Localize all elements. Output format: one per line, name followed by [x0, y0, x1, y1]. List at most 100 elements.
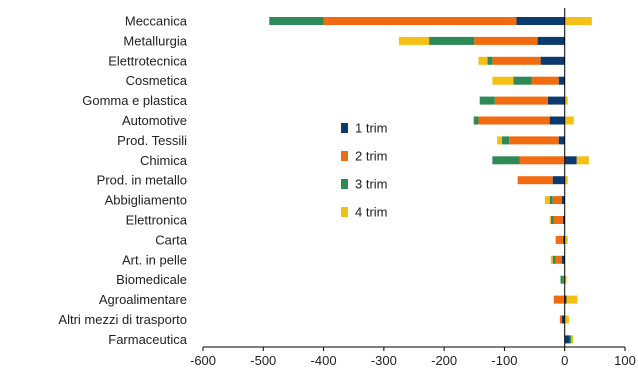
bar-segment-4 [566, 295, 578, 304]
bar-segment-1 [564, 156, 577, 165]
bar-segment-3 [269, 17, 324, 25]
bar-segment-3 [549, 196, 553, 205]
bars-group [269, 17, 592, 344]
category-label: Gomma e plastica [82, 93, 188, 108]
bar-segment-1 [537, 36, 565, 45]
bar-segment-1 [516, 17, 565, 25]
bar-segment-1 [562, 235, 565, 244]
bar-segment-4 [571, 335, 574, 344]
category-label: Automotive [122, 113, 187, 128]
bar-segment-2 [517, 176, 553, 185]
bar-segment-2 [474, 36, 538, 45]
bar-segment-4 [564, 315, 569, 324]
bar-segment-2 [555, 255, 562, 264]
legend-label: 4 trim [355, 205, 388, 220]
bar-segment-1 [558, 136, 565, 145]
category-label: Cosmetica [126, 73, 188, 88]
bar-segment-2 [552, 196, 562, 205]
x-tick-label: -600 [190, 353, 216, 368]
category-label: Farmaceutica [108, 332, 188, 347]
legend: 1 trim 2 trim 3 trim 4 trim [341, 121, 388, 220]
x-tick-label: 0 [561, 353, 568, 368]
bar-segment-3 [552, 255, 556, 264]
bar-segment-4 [398, 36, 430, 45]
bar-segment-2 [531, 76, 559, 85]
legend-label: 2 trim [355, 149, 388, 164]
legend-label: 3 trim [355, 177, 388, 192]
bar-segment-3 [550, 216, 554, 224]
bar-segment-2 [509, 136, 559, 145]
bar-segment-1 [562, 216, 565, 224]
bar-segment-2 [563, 275, 565, 284]
bar-segment-2 [478, 116, 550, 125]
bar-segment-3 [492, 156, 520, 165]
x-axis: -600 -500 -400 -300 -200 -100 0 100 [190, 346, 636, 368]
bar-segment-3 [479, 96, 495, 105]
bar-segment-2 [559, 315, 562, 324]
x-tick-label: -400 [311, 353, 337, 368]
bar-segment-1 [561, 315, 565, 324]
bar-segment-3 [429, 36, 475, 45]
category-label: Altri mezzi di trasporto [58, 312, 187, 327]
legend-swatch [341, 207, 348, 217]
bar-segment-4 [564, 96, 568, 105]
bar-segment-4 [564, 235, 568, 244]
legend-label: 1 trim [355, 121, 388, 136]
category-label: Chimica [140, 153, 188, 168]
bar-segment-4 [497, 136, 503, 145]
bar-segment-4 [478, 56, 488, 65]
bar-segment-3 [560, 275, 564, 284]
bar-segment-4 [564, 17, 592, 25]
legend-swatch [341, 123, 348, 133]
legend-swatch [341, 179, 348, 189]
category-label: Elettrotecnica [108, 53, 188, 68]
category-label: Carta [155, 232, 188, 247]
bar-segment-4 [549, 216, 551, 224]
category-label: Meccanica [125, 14, 188, 29]
bar-segment-2 [323, 17, 517, 25]
bar-segment-3 [473, 116, 479, 125]
category-labels: Meccanica Metallurgia Elettrotecnica Cosmet… [58, 14, 187, 347]
category-label: Biomedicale [116, 272, 187, 287]
bar-segment-1 [564, 295, 567, 304]
bar-segment-3 [513, 76, 532, 85]
bar-segment-1 [561, 196, 565, 205]
bar-segment-4 [576, 156, 589, 165]
legend-swatch [341, 151, 348, 161]
bar-segment-2 [519, 156, 565, 165]
x-tick-label: -500 [250, 353, 276, 368]
bar-segment-1 [549, 116, 565, 125]
category-label: Prod. in metallo [97, 173, 187, 188]
bar-segment-4 [544, 196, 550, 205]
bar-segment-2 [553, 295, 565, 304]
x-tick-label: 100 [614, 353, 636, 368]
category-label: Metallurgia [123, 33, 187, 48]
bar-segment-4 [550, 255, 553, 264]
x-tick-label: -300 [371, 353, 397, 368]
category-label: Abbigliamento [105, 193, 187, 208]
bar-segment-2 [555, 235, 563, 244]
bar-segment-1 [558, 76, 565, 85]
bar-segment-3 [502, 136, 510, 145]
bar-segment-1 [540, 56, 565, 65]
bar-segment-2 [494, 96, 548, 105]
bar-segment-3 [569, 335, 572, 344]
bar-segment-3 [487, 56, 493, 65]
bar-segment-4 [564, 176, 568, 185]
x-tick-label: -100 [491, 353, 517, 368]
x-tick-label: -200 [431, 353, 457, 368]
bar-segment-2 [492, 56, 541, 65]
bar-segment-4 [564, 116, 574, 125]
bar-segment-2 [553, 216, 563, 224]
category-label: Art. in pelle [122, 252, 187, 267]
category-label: Elettronica [126, 213, 188, 228]
bar-segment-4 [492, 76, 514, 85]
bar-segment-4 [564, 275, 567, 284]
bar-segment-1 [552, 176, 565, 185]
bar-segment-1 [561, 255, 565, 264]
category-label: Prod. Tessili [117, 133, 187, 148]
category-label: Agroalimentare [99, 292, 187, 307]
bar-segment-1 [547, 96, 565, 105]
bar-segment-1 [564, 335, 570, 344]
